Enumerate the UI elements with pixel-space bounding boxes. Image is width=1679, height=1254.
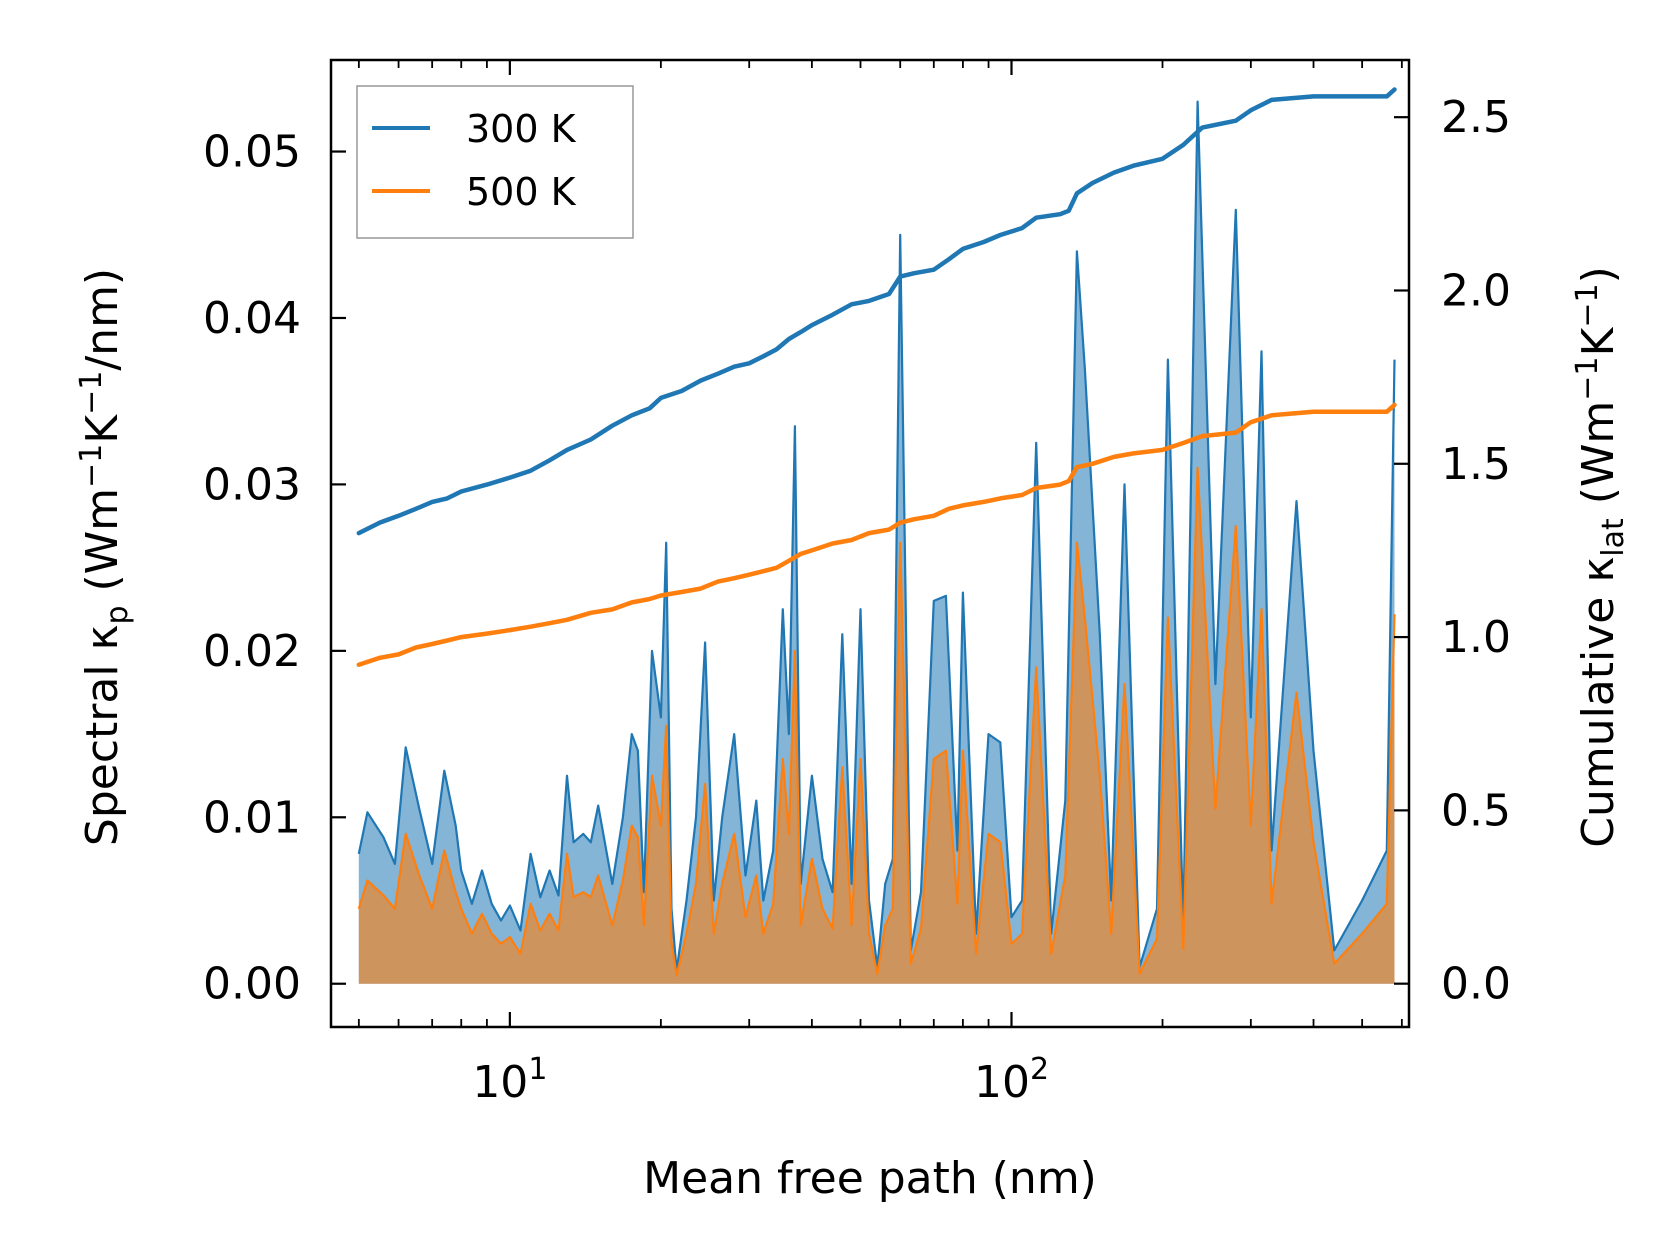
y-left-title-sup2: −1 xyxy=(74,371,109,415)
y-axis-right-title: Cumulative κlat (Wm−1K−1) xyxy=(1570,266,1631,848)
y-right-tick-label: 1.0 xyxy=(1441,612,1511,663)
legend: 300 K 500 K xyxy=(356,85,634,239)
legend-frame xyxy=(356,85,634,239)
y-left-tick-label: 0.05 xyxy=(203,127,301,178)
y-left-tick-label: 0.02 xyxy=(203,626,301,677)
y-right-title-prefix: Cumulative κ xyxy=(1573,557,1624,848)
y-left-title-k: K xyxy=(77,414,128,444)
y-right-title-suffix: ) xyxy=(1573,266,1624,283)
legend-label-300k: 300 K xyxy=(466,107,577,151)
y-left-title-suffix: /nm) xyxy=(77,268,128,371)
x-tick-label: 102 xyxy=(974,1052,1049,1108)
y-right-title-sub: lat xyxy=(1596,518,1631,557)
y-right-tick-label: 2.5 xyxy=(1441,92,1511,143)
y-left-title-sub: p xyxy=(100,605,135,624)
plot-frame xyxy=(329,58,1411,1029)
svg-text:Spectral κp (Wm−1K−1/nm): Spectral κp (Wm−1K−1/nm) xyxy=(74,268,135,846)
y-right-tick-label: 2.0 xyxy=(1441,265,1511,316)
spectral-line-500k xyxy=(357,466,1396,977)
y-right-tick-label: 0.5 xyxy=(1441,785,1511,836)
y-left-title-sup1: −1 xyxy=(74,444,109,488)
y-left-tick-label: 0.04 xyxy=(203,293,301,344)
y-axis-left-title: Spectral κp (Wm−1K−1/nm) xyxy=(74,268,135,846)
y-left-title-prefix: Spectral κ xyxy=(77,625,128,847)
y-left-tick-label: 0.03 xyxy=(203,459,301,510)
y-right-title-mid: (Wm xyxy=(1573,401,1624,519)
axes: 0.00 0.01 0.02 0.03 0.04 0.05 0.0 0.5 1.0 1.5 2.0 2… xyxy=(203,58,1511,1108)
y-right-title-k: K xyxy=(1573,326,1624,356)
y-right-title-sup2: −1 xyxy=(1570,283,1605,327)
y-right-tick-label: 0.0 xyxy=(1441,959,1511,1010)
cumulative-line-500k xyxy=(356,402,1397,668)
legend-label-500k: 500 K xyxy=(466,170,577,214)
y-right-title-sup1: −1 xyxy=(1570,356,1605,400)
x-tick-label: 101 xyxy=(472,1052,547,1108)
spectral-line-300k xyxy=(357,100,1396,972)
y-right-tick-label: 1.5 xyxy=(1441,439,1511,490)
spectral-fill-500k xyxy=(358,467,1395,984)
y-left-tick-label: 0.00 xyxy=(203,959,301,1010)
x-axis-title: Mean free path (nm) xyxy=(643,1153,1097,1204)
y-left-title-mid: (Wm xyxy=(77,488,128,606)
cumulative-line-300k xyxy=(356,87,1397,536)
svg-text:Cumulative κlat (Wm−1K−1): Cumulative κlat (Wm−1K−1) xyxy=(1570,266,1631,848)
plot-area xyxy=(356,87,1397,984)
y-left-tick-label: 0.01 xyxy=(203,792,301,843)
